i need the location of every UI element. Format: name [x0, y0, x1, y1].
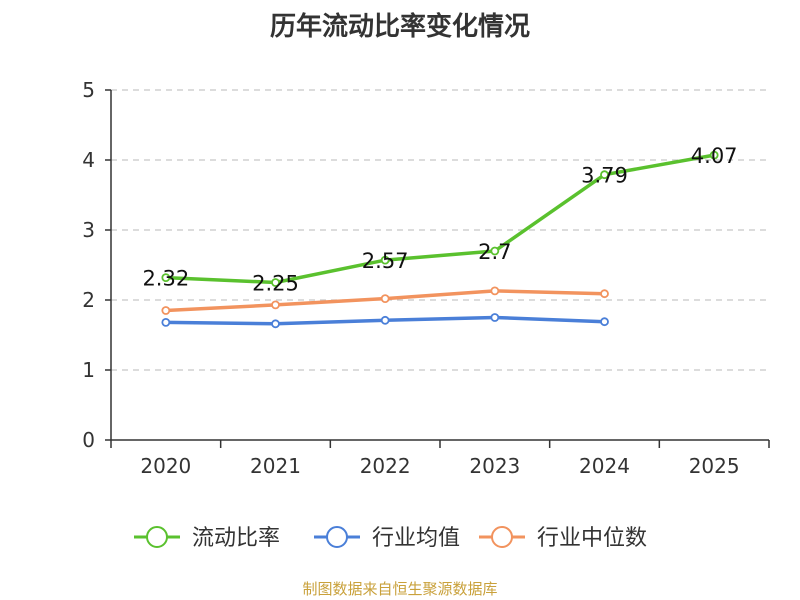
x-tick-label: 2025 — [689, 454, 740, 478]
data-point — [600, 170, 609, 180]
data-point — [380, 294, 390, 304]
data-point — [490, 286, 500, 296]
data-label: 2.32 — [142, 267, 189, 291]
legend-label: 行业均值 — [372, 526, 460, 551]
data-point — [490, 313, 500, 322]
chart-title: 历年流动比率变化情况 — [269, 12, 530, 42]
x-tick-label: 2022 — [360, 454, 411, 478]
y-tick-label: 1 — [82, 358, 95, 382]
data-point — [490, 246, 500, 256]
data-label: 2.7 — [478, 240, 511, 264]
data-point — [271, 319, 280, 329]
data-label: 2.25 — [252, 272, 299, 296]
x-tick-label: 2024 — [579, 454, 630, 478]
legend-marker — [326, 526, 348, 548]
x-tick-label: 2021 — [250, 454, 301, 478]
legend-label: 行业中位数 — [537, 526, 647, 551]
data-point — [380, 315, 390, 325]
data-point — [271, 300, 280, 310]
legend[interactable]: 流动比率 行业均值 行业中位数 — [134, 526, 647, 551]
legend-item-2[interactable]: 行业中位数 — [479, 526, 647, 551]
legend-marker — [146, 526, 168, 548]
legend-marker — [491, 526, 513, 548]
data-point — [709, 150, 719, 160]
legend-item-0[interactable]: 流动比率 — [134, 526, 280, 551]
data-point — [161, 317, 171, 327]
y-tick-label: 0 — [82, 428, 95, 452]
data-label: 3.79 — [581, 164, 628, 188]
axes: 0 1 2 3 4 5 2020 2021 2022 2023 2024 2025 — [82, 78, 770, 478]
x-tick-label: 2023 — [469, 454, 520, 478]
legend-label: 流动比率 — [192, 526, 280, 551]
series-lines — [161, 150, 719, 329]
y-tick-label: 3 — [82, 218, 95, 242]
data-point — [380, 255, 390, 265]
data-point — [600, 317, 609, 327]
data-labels: 2.32 2.25 2.57 2.7 3.79 4.07 — [142, 144, 737, 295]
grid-lines — [111, 89, 769, 371]
data-point — [271, 278, 280, 287]
x-tick-label: 2020 — [140, 454, 191, 478]
data-label: 4.07 — [691, 144, 738, 168]
legend-item-1[interactable]: 行业均值 — [314, 526, 460, 551]
series-line-0 — [165, 153, 715, 285]
data-point — [161, 306, 171, 315]
y-tick-label: 4 — [82, 148, 95, 172]
data-label: 2.57 — [362, 249, 409, 273]
data-point — [161, 273, 171, 283]
source-note: 制图数据来自恒生聚源数据库 — [302, 580, 498, 598]
data-point — [600, 289, 609, 299]
y-tick-label: 2 — [82, 288, 95, 312]
y-tick-label: 5 — [82, 78, 95, 102]
